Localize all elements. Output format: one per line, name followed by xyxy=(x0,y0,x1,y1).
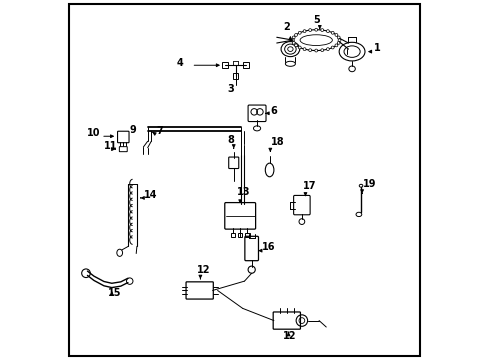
Text: 8: 8 xyxy=(227,135,234,145)
Bar xyxy=(238,233,242,237)
Text: 6: 6 xyxy=(270,106,277,116)
Circle shape xyxy=(326,30,328,32)
Text: 15: 15 xyxy=(107,288,121,298)
Circle shape xyxy=(298,46,301,49)
Circle shape xyxy=(292,36,295,39)
Text: 14: 14 xyxy=(144,190,157,200)
Circle shape xyxy=(292,41,295,44)
Text: 1: 1 xyxy=(373,43,380,53)
Text: 11: 11 xyxy=(104,141,117,151)
Circle shape xyxy=(334,44,337,47)
Circle shape xyxy=(330,31,333,34)
Text: 18: 18 xyxy=(271,137,285,147)
Circle shape xyxy=(314,49,317,52)
Circle shape xyxy=(337,36,340,39)
Circle shape xyxy=(330,46,333,49)
Circle shape xyxy=(326,48,328,51)
Text: 12: 12 xyxy=(196,265,210,275)
Text: 10: 10 xyxy=(86,128,100,138)
Circle shape xyxy=(294,44,297,47)
Text: 16: 16 xyxy=(262,242,275,252)
Circle shape xyxy=(294,33,297,36)
Circle shape xyxy=(337,41,340,44)
Circle shape xyxy=(308,49,311,51)
Circle shape xyxy=(303,48,305,51)
Circle shape xyxy=(314,28,317,31)
Bar xyxy=(232,73,238,79)
Text: 13: 13 xyxy=(236,187,249,197)
Text: 3: 3 xyxy=(227,84,234,94)
Text: 17: 17 xyxy=(303,181,316,191)
Text: 2: 2 xyxy=(283,22,289,32)
Text: 7: 7 xyxy=(156,126,163,136)
Text: 4: 4 xyxy=(177,58,183,68)
Circle shape xyxy=(291,39,294,41)
Bar xyxy=(230,233,235,237)
Circle shape xyxy=(320,49,323,51)
Text: 9: 9 xyxy=(129,125,136,135)
Circle shape xyxy=(320,29,323,32)
Bar xyxy=(243,62,249,68)
Circle shape xyxy=(303,30,305,32)
Text: 19: 19 xyxy=(363,179,376,189)
Circle shape xyxy=(298,31,301,34)
Text: 5: 5 xyxy=(313,15,320,25)
Bar xyxy=(244,233,249,237)
Circle shape xyxy=(308,29,311,32)
Circle shape xyxy=(337,39,340,41)
Circle shape xyxy=(334,33,337,36)
Bar xyxy=(222,62,227,68)
Text: 12: 12 xyxy=(283,331,296,341)
